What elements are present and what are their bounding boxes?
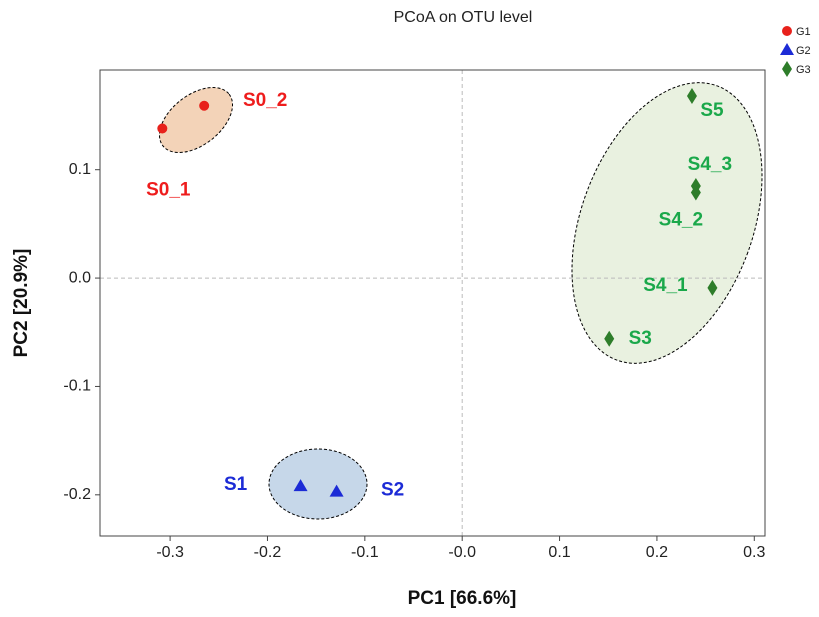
group-ellipse (571, 82, 763, 364)
y-axis-label: PC2 [20.9%] (11, 249, 32, 358)
x-tick-label: -0.3 (156, 544, 184, 561)
x-tick-label: 0.1 (548, 544, 570, 561)
point (686, 88, 697, 105)
point (293, 479, 308, 492)
x-tick-label: -0.1 (351, 544, 379, 561)
point-label: S3 (629, 328, 652, 349)
legend-label: G2 (796, 45, 811, 57)
legend-marker (782, 61, 792, 77)
point (329, 484, 344, 497)
point-label: S4_1 (643, 275, 688, 296)
x-tick-label: 0.3 (743, 544, 765, 561)
x-axis-label: PC1 [66.6%] (408, 588, 517, 609)
legend-marker (780, 43, 794, 55)
y-tick-label: 0.1 (69, 161, 91, 178)
x-tick-label: -0.0 (448, 544, 476, 561)
plot-frame (99, 69, 766, 537)
point (707, 279, 718, 296)
point-label: S5 (700, 100, 724, 121)
group-ellipse (158, 86, 234, 154)
point-label: S4_2 (659, 209, 703, 230)
point-label: S0_1 (146, 180, 191, 201)
x-tick-label: -0.2 (254, 544, 282, 561)
legend-label: G3 (796, 64, 811, 76)
point-label: S0_2 (243, 90, 287, 111)
chart-title: PCoA on OTU level (394, 9, 533, 26)
point (690, 184, 701, 201)
legend-marker (782, 26, 792, 36)
x-tick-label: 0.2 (646, 544, 668, 561)
point-label: S1 (224, 474, 248, 495)
point-label: S4_3 (688, 154, 732, 175)
group-ellipse (268, 448, 368, 520)
point (604, 330, 615, 347)
y-tick-label: -0.1 (63, 378, 91, 395)
y-tick-label: -0.2 (63, 486, 91, 503)
point (157, 123, 168, 134)
point (199, 100, 210, 111)
legend-label: G1 (796, 26, 811, 38)
point-label: S2 (381, 480, 404, 501)
y-tick-label: 0.0 (69, 269, 91, 286)
